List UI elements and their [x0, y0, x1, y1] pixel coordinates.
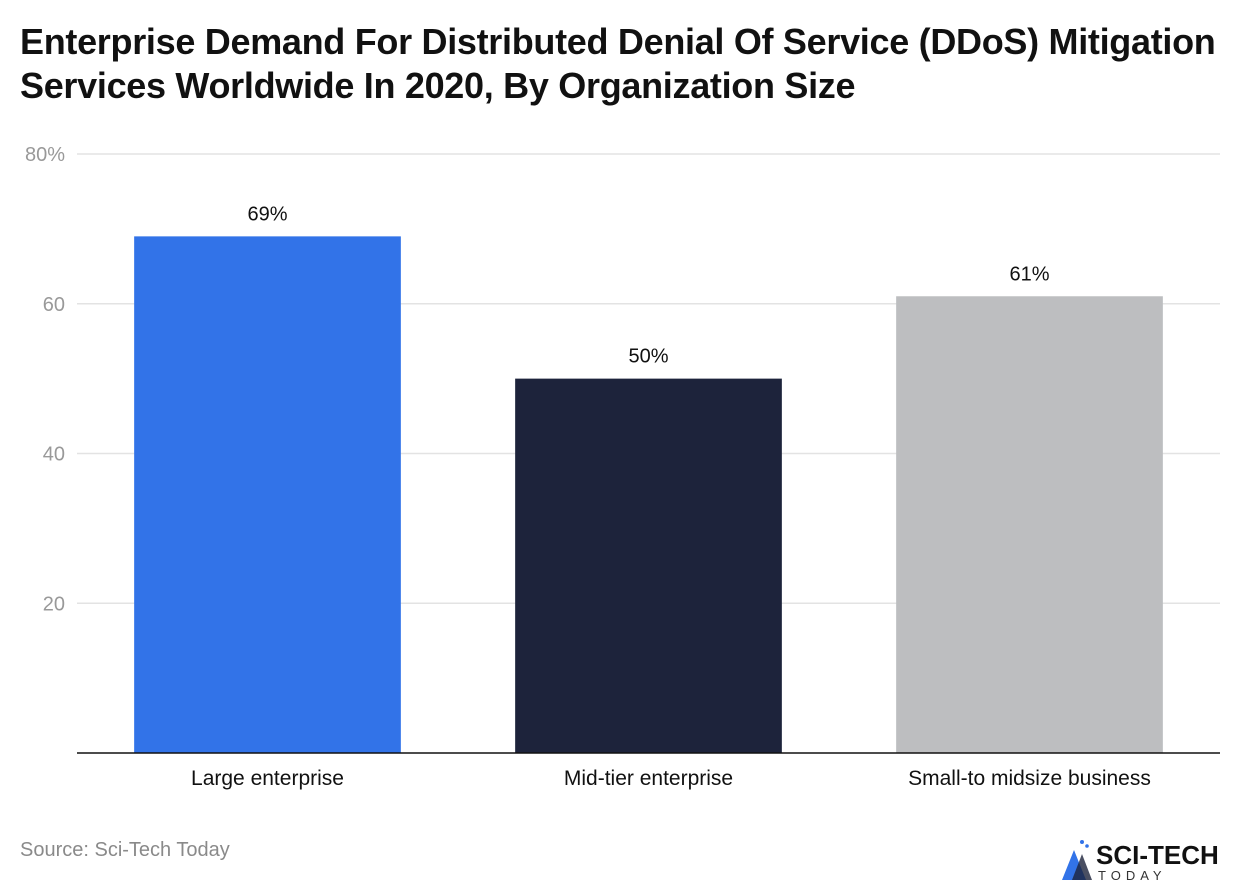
sci-tech-today-logo: SCI-TECH TODAY: [1062, 840, 1219, 882]
bar: [134, 236, 401, 754]
source-note: Source: Sci-Tech Today: [20, 839, 230, 861]
data-label: 69%: [247, 203, 287, 225]
x-tick-label: Small-to midsize business: [908, 767, 1151, 790]
y-tick-label: 20: [43, 593, 65, 615]
bar: [515, 378, 782, 753]
y-tick-label: 80%: [25, 144, 65, 166]
x-tick-label: Large enterprise: [191, 767, 344, 790]
x-tick-label: Mid-tier enterprise: [564, 767, 733, 790]
y-tick-label: 60: [43, 294, 65, 316]
data-label: 61%: [1009, 263, 1049, 285]
svg-text:TODAY: TODAY: [1098, 868, 1167, 882]
y-tick-label: 40: [43, 444, 65, 466]
bar: [896, 296, 1163, 753]
svg-text:SCI-TECH: SCI-TECH: [1096, 840, 1219, 870]
data-label: 50%: [628, 346, 668, 368]
chart-title: Enterprise Demand For Distributed Denial…: [20, 21, 1216, 106]
